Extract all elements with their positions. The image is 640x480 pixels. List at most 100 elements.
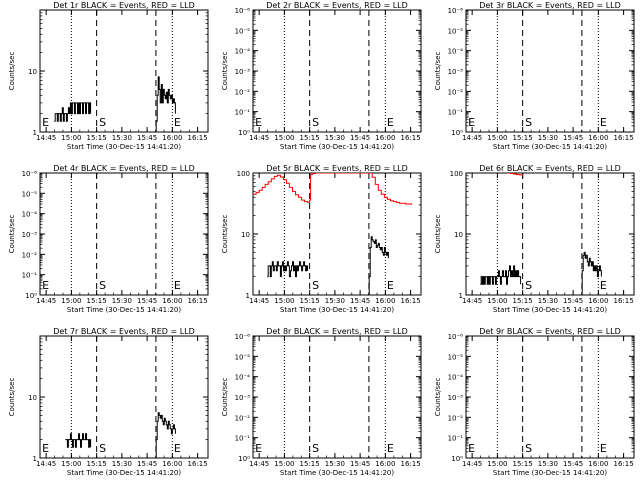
y-axis-label: Counts/sec	[434, 378, 442, 417]
y-axis-label: Counts/sec	[221, 378, 229, 417]
y-tick-label: 10⁰	[25, 292, 37, 300]
y-tick-label: 10⁻⁶	[448, 7, 464, 15]
x-tick-label: 15:00	[487, 460, 507, 468]
chart-title: Det 6r BLACK = Events, RED = LLD	[479, 164, 621, 173]
y-axis-label: Counts/sec	[434, 215, 442, 254]
x-tick-label: 15:30	[538, 134, 558, 142]
y-axis-label: Counts/sec	[221, 215, 229, 254]
y-tick-label: 10⁻¹	[22, 272, 38, 280]
x-tick-label: 16:15	[401, 460, 421, 468]
plot-frame	[465, 9, 635, 133]
x-tick-label: 15:45	[563, 134, 583, 142]
interval-marker-S: S	[99, 116, 106, 129]
chart-title: Det 4r BLACK = Events, RED = LLD	[53, 164, 195, 173]
x-tick-label: 15:15	[87, 460, 107, 468]
y-tick-label: 10⁰	[451, 455, 463, 463]
y-tick-label: 10⁻⁵	[448, 353, 464, 361]
events-series-line	[581, 251, 602, 295]
x-axis-label: Start Time (30-Dec-15 14:41:20)	[493, 306, 607, 314]
x-tick-label: 16:00	[375, 460, 395, 468]
interval-marker-E: E	[42, 442, 49, 455]
y-axis-label: Counts/sec	[434, 52, 442, 91]
events-series-line	[155, 412, 176, 458]
y-tick-label: 1	[33, 129, 37, 137]
x-tick-label: 16:00	[162, 134, 182, 142]
x-tick-label: 15:00	[487, 134, 507, 142]
x-tick-label: 16:15	[401, 134, 421, 142]
x-axis-label: Start Time (30-Dec-15 14:41:20)	[67, 143, 181, 151]
y-tick-label: 10	[454, 231, 463, 239]
events-series-line	[267, 261, 309, 278]
x-tick-label: 15:15	[87, 134, 107, 142]
x-tick-label: 15:00	[61, 297, 81, 305]
interval-marker-S: S	[312, 279, 319, 292]
plot-frame	[252, 9, 422, 133]
x-axis-label: Start Time (30-Dec-15 14:41:20)	[67, 306, 181, 314]
y-tick-label: 10⁻³	[448, 394, 464, 402]
interval-marker-E: E	[600, 279, 607, 292]
x-tick-label: 15:15	[87, 297, 107, 305]
interval-marker-E: E	[387, 116, 394, 129]
x-tick-label: 16:15	[614, 297, 634, 305]
x-tick-label: 15:00	[274, 460, 294, 468]
x-tick-label: 15:15	[300, 297, 320, 305]
x-tick-label: 16:00	[375, 297, 395, 305]
x-tick-label: 15:30	[112, 134, 132, 142]
x-tick-label: 15:00	[274, 134, 294, 142]
y-tick-label: 10⁻⁶	[235, 7, 251, 15]
y-tick-label: 10⁻²	[448, 414, 464, 422]
x-tick-label: 16:00	[162, 297, 182, 305]
y-tick-label: 10	[241, 231, 250, 239]
events-series-line	[368, 236, 389, 295]
y-tick-label: 10⁻³	[235, 394, 251, 402]
y-tick-label: 10⁻²	[235, 88, 251, 96]
x-tick-label: 14:45	[36, 460, 56, 468]
x-tick-label: 16:15	[188, 134, 208, 142]
plot-frame	[39, 172, 209, 296]
events-series-line	[480, 265, 522, 285]
x-tick-label: 15:30	[325, 297, 345, 305]
x-tick-label: 14:45	[36, 134, 56, 142]
lld-series-line	[507, 173, 524, 176]
x-tick-label: 16:00	[375, 134, 395, 142]
chart-panel-8: Det 8r BLACK = Events, RED = LLD Counts/s…	[221, 327, 422, 477]
x-tick-label: 14:45	[249, 297, 269, 305]
y-tick-label: 10⁻⁵	[235, 353, 251, 361]
interval-marker-E: E	[468, 116, 475, 129]
interval-marker-S: S	[312, 442, 319, 455]
y-tick-label: 10⁻⁴	[235, 48, 251, 56]
plot-frame	[465, 335, 635, 459]
chart-panel-7: Det 7r BLACK = Events, RED = LLD Counts/s…	[8, 327, 209, 477]
chart-panel-4: Det 4r BLACK = Events, RED = LLD Counts/s…	[8, 164, 209, 314]
x-tick-label: 15:15	[513, 460, 533, 468]
chart-title: Det 1r BLACK = Events, RED = LLD	[53, 1, 195, 10]
x-tick-label: 15:00	[487, 297, 507, 305]
x-tick-label: 16:15	[401, 297, 421, 305]
x-tick-label: 15:15	[300, 134, 320, 142]
x-tick-label: 15:30	[325, 134, 345, 142]
chart-panel-6: Det 6r BLACK = Events, RED = LLD Counts/s…	[434, 164, 635, 314]
chart-title: Det 3r BLACK = Events, RED = LLD	[479, 1, 621, 10]
y-tick-label: 10⁰	[451, 129, 463, 137]
x-tick-label: 14:45	[462, 460, 482, 468]
x-tick-label: 16:15	[614, 134, 634, 142]
y-tick-label: 10⁻¹	[448, 109, 464, 117]
x-tick-label: 15:30	[325, 460, 345, 468]
y-tick-label: 1	[33, 455, 37, 463]
x-tick-label: 15:15	[513, 134, 533, 142]
interval-marker-S: S	[525, 279, 532, 292]
y-tick-label: 10⁻¹	[235, 435, 251, 443]
x-tick-label: 16:15	[188, 460, 208, 468]
interval-marker-E: E	[42, 279, 49, 292]
chart-panel-5: Det 5r BLACK = Events, RED = LLD Counts/s…	[221, 164, 422, 314]
x-tick-label: 14:45	[249, 134, 269, 142]
interval-marker-E: E	[174, 116, 181, 129]
chart-panel-9: Det 9r BLACK = Events, RED = LLD Counts/s…	[434, 327, 635, 477]
y-axis-label: Counts/sec	[8, 378, 16, 417]
y-tick-label: 10⁰	[238, 129, 250, 137]
lld-series-line	[369, 173, 413, 205]
x-tick-label: 15:30	[112, 297, 132, 305]
y-tick-label: 10⁻²	[448, 88, 464, 96]
x-tick-label: 16:00	[588, 460, 608, 468]
